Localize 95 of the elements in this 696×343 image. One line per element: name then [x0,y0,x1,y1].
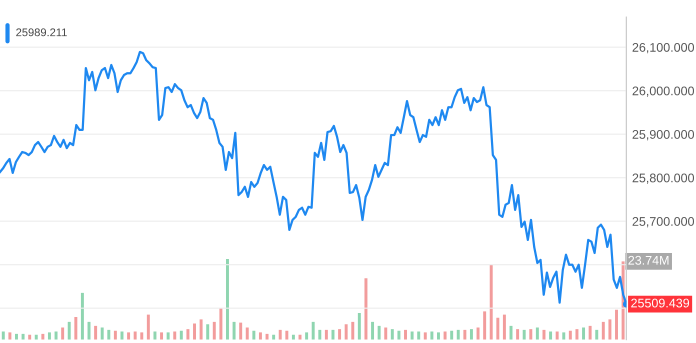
bar [588,326,592,340]
bar [358,312,361,340]
bar [331,330,334,340]
bar [470,329,473,340]
bar [424,332,427,340]
bar [556,332,559,340]
bar [166,332,170,340]
bar [502,314,506,340]
bar [153,332,156,340]
bar [186,329,190,340]
bar [490,264,493,340]
y-tick-label: 25,800.000 [632,174,694,184]
bar [252,330,256,340]
bar [292,334,295,340]
bar [595,330,598,340]
bar [74,317,78,340]
bar [615,310,618,340]
bar [390,329,394,340]
bar [522,330,526,340]
bar [180,330,183,340]
data-label: 25509.439 [631,298,690,308]
bar [384,327,388,340]
bar [516,329,520,340]
bar [410,332,414,340]
y-tick-label: 26,100.000 [632,42,694,54]
bar [61,327,64,340]
bar [338,329,342,340]
y-tick-label: 25,900.000 [632,130,694,140]
bar [542,330,546,340]
bar [212,322,216,340]
bar [100,327,104,340]
bar [324,330,328,340]
bar [463,330,466,340]
bar [417,332,420,340]
bar [232,322,236,340]
bar [200,319,203,340]
bar [146,314,150,340]
bar [450,330,454,340]
bar [120,332,124,340]
bar [305,332,308,340]
bar [239,322,242,340]
bar [318,330,322,340]
bar [549,332,552,340]
bar [444,332,447,340]
bar [364,278,368,340]
bar [608,319,612,340]
bar [114,330,117,340]
bar [371,322,374,340]
bar [160,332,164,340]
bar [272,334,276,340]
bar [582,327,586,340]
bar [529,329,532,340]
bar [575,329,578,340]
bar [430,332,434,340]
bar [378,326,381,340]
bar [298,334,302,340]
bar [193,323,196,340]
bar [602,322,605,340]
bar [436,332,440,340]
bar [476,327,480,340]
bar [8,332,12,340]
bar [258,332,262,340]
bar [107,330,110,340]
bar [173,332,176,340]
bar [397,330,400,340]
bar [312,322,315,340]
y-tick-label: 25,700.000 [632,217,694,228]
bar [80,292,84,340]
bar [226,258,229,340]
annotation: 25989.211 [16,28,67,36]
bar [483,311,486,340]
bar [2,332,5,340]
bar [48,332,51,340]
bar [41,334,44,340]
bar [285,330,288,340]
bar [15,334,18,340]
bar [28,334,32,340]
bar [568,330,572,340]
bar [127,332,130,340]
bar [219,308,222,340]
bar [134,332,137,340]
bar [536,327,539,340]
bar [206,324,210,340]
bar [54,332,58,340]
bar [510,326,512,340]
y-tick-label: 26,000.000 [632,86,694,97]
bar [22,334,25,340]
bar [404,330,407,340]
bar [344,324,348,340]
bar [278,330,282,340]
bar [94,326,98,340]
text: 23.74M [628,256,668,265]
bar [266,334,269,340]
bar [496,318,500,340]
bar [88,322,90,340]
